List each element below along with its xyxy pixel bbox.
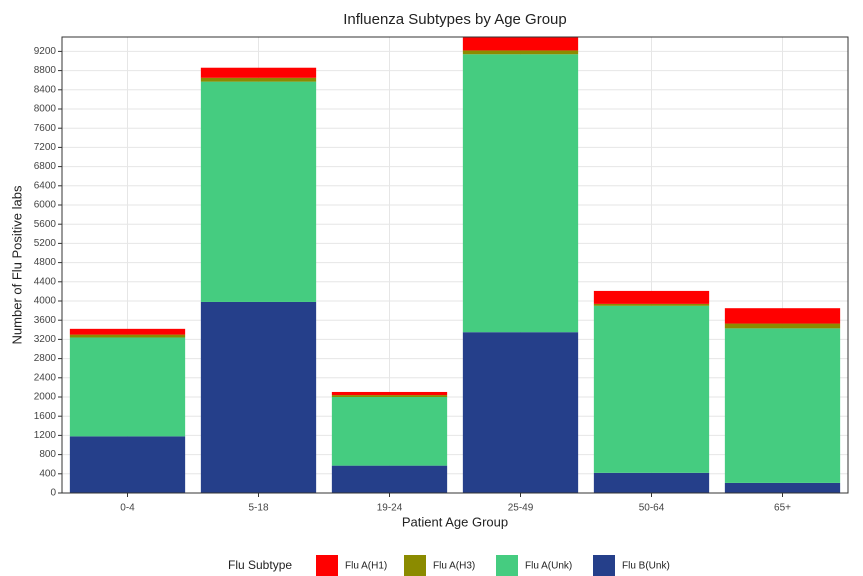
y-tick-label: 1200	[34, 430, 57, 441]
y-tick-label: 7200	[34, 142, 57, 153]
y-axis-title: Number of Flu Positive labs	[9, 185, 24, 344]
y-tick-label: 6000	[34, 200, 57, 211]
legend-label: Flu A(H3)	[433, 561, 475, 572]
legend-key	[404, 555, 426, 576]
bar-segment	[462, 50, 579, 55]
x-tick-label: 65+	[774, 503, 791, 514]
y-tick-label: 5200	[34, 238, 57, 249]
x-tick-label: 19-24	[377, 503, 403, 514]
bar-segment	[724, 323, 841, 329]
y-tick-label: 1600	[34, 411, 57, 422]
legend-label: Flu A(H1)	[345, 561, 387, 572]
legend-key	[316, 555, 338, 576]
bar-segment	[69, 436, 186, 493]
y-tick-label: 8800	[34, 65, 57, 76]
y-tick-label: 4000	[34, 296, 57, 307]
plot-border	[61, 36, 849, 494]
x-tick-label: 50-64	[639, 503, 665, 514]
x-tick-label: 0-4	[120, 503, 135, 514]
y-tick-label: 2800	[34, 353, 57, 364]
y-tick-label: 8400	[34, 84, 57, 95]
y-tick-label: 8000	[34, 104, 57, 115]
bar-segment	[69, 328, 186, 335]
legend-key	[593, 555, 615, 576]
bar-segment	[593, 305, 710, 473]
bar-segment	[200, 77, 317, 82]
y-tick-label: 800	[39, 449, 56, 460]
x-tick-label: 25-49	[508, 503, 534, 514]
y-tick-label: 7600	[34, 123, 57, 134]
bar-segment	[724, 308, 841, 324]
bar-segment	[200, 67, 317, 78]
y-tick-label: 3600	[34, 315, 57, 326]
x-tick-label: 5-18	[248, 503, 268, 514]
legend-label: Flu A(Unk)	[525, 561, 572, 572]
y-tick-label: 0	[50, 488, 56, 499]
bar-segment	[593, 290, 710, 304]
y-tick-label: 9200	[34, 46, 57, 57]
bar-segment	[200, 81, 317, 302]
bar-segment	[462, 54, 579, 333]
y-tick-label: 6400	[34, 180, 57, 191]
legend-title: Flu Subtype	[228, 558, 292, 572]
bar-segment	[724, 328, 841, 483]
bar-segment	[200, 301, 317, 493]
bar-segment	[462, 332, 579, 493]
legend-label: Flu B(Unk)	[622, 561, 670, 572]
bar-segment	[593, 472, 710, 493]
y-tick-label: 400	[39, 468, 56, 479]
chart-title: Influenza Subtypes by Age Group	[343, 11, 566, 28]
x-axis-title: Patient Age Group	[402, 514, 508, 529]
legend-key	[496, 555, 518, 576]
y-tick-label: 6800	[34, 161, 57, 172]
bar-segment	[462, 37, 579, 51]
bar-segment	[69, 337, 186, 437]
bar-segment	[69, 334, 186, 338]
y-tick-label: 2000	[34, 392, 57, 403]
bar-segment	[331, 397, 448, 466]
bar-segment	[331, 465, 448, 493]
bar-segment	[331, 391, 448, 396]
bar-segment	[593, 303, 710, 306]
bar-segment	[331, 395, 448, 397]
y-tick-label: 2400	[34, 372, 57, 383]
y-tick-label: 4400	[34, 276, 57, 287]
y-tick-label: 3200	[34, 334, 57, 345]
y-tick-label: 4800	[34, 257, 57, 268]
y-tick-label: 5600	[34, 219, 57, 230]
bar-segment	[724, 482, 841, 493]
